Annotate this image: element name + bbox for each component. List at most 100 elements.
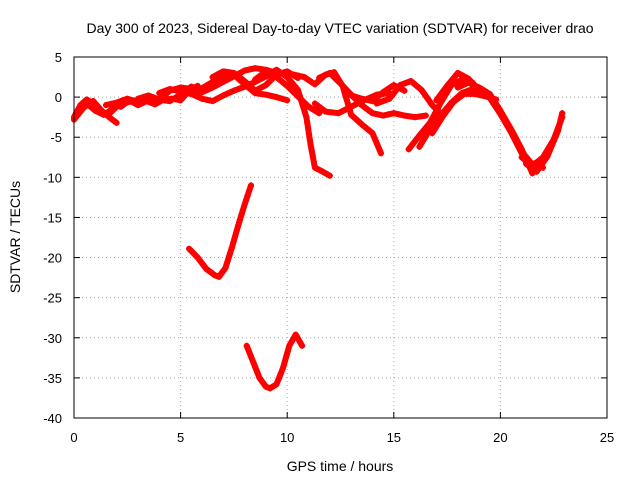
data-point-marker xyxy=(533,168,540,175)
data-point-marker xyxy=(122,100,129,107)
data-point-marker xyxy=(238,212,245,219)
data-point-marker xyxy=(373,140,380,147)
data-point-marker xyxy=(230,87,237,94)
data-point-marker xyxy=(262,91,269,98)
data-point-marker xyxy=(371,135,378,142)
data-point-marker xyxy=(289,88,296,95)
data-point-marker xyxy=(358,121,365,128)
data-point-marker xyxy=(204,82,211,89)
data-point-marker xyxy=(537,163,544,170)
data-point-marker xyxy=(386,95,393,102)
series-s3 xyxy=(73,98,120,126)
series-s24 xyxy=(522,110,566,175)
data-point-marker xyxy=(241,78,248,85)
data-point-marker xyxy=(432,109,439,116)
data-point-marker xyxy=(301,108,308,115)
data-point-marker xyxy=(401,87,408,94)
data-point-marker xyxy=(318,167,325,174)
data-point-marker xyxy=(435,104,442,111)
data-point-marker xyxy=(239,206,246,213)
data-point-marker xyxy=(250,358,257,365)
data-point-marker xyxy=(203,265,210,272)
data-point-marker xyxy=(172,87,179,94)
data-point-marker xyxy=(198,260,205,267)
data-point-marker xyxy=(451,74,458,81)
data-point-marker xyxy=(262,383,269,390)
data-point-marker xyxy=(257,84,264,91)
data-point-marker xyxy=(204,96,211,103)
data-point-marker xyxy=(460,82,467,89)
data-point-marker xyxy=(233,228,240,235)
data-point-marker xyxy=(268,92,275,99)
data-point-marker xyxy=(236,85,243,92)
data-point-marker xyxy=(299,103,306,110)
data-point-marker xyxy=(401,112,408,119)
y-tick-label: -30 xyxy=(43,331,62,346)
data-point-marker xyxy=(156,96,163,103)
data-point-marker xyxy=(493,103,500,110)
data-point-marker xyxy=(508,127,515,134)
data-point-marker xyxy=(418,86,425,93)
data-point-marker xyxy=(518,148,525,155)
data-point-marker xyxy=(436,118,443,125)
data-point-marker xyxy=(198,95,205,102)
data-point-marker xyxy=(358,95,365,102)
data-point-marker xyxy=(476,86,483,93)
series-s16 xyxy=(373,78,446,119)
data-point-marker xyxy=(275,375,282,382)
data-point-marker xyxy=(385,85,392,92)
data-point-marker xyxy=(443,108,450,115)
y-tick-label: -40 xyxy=(43,411,62,426)
data-point-marker xyxy=(150,94,157,101)
data-point-marker xyxy=(241,67,248,74)
data-point-marker xyxy=(326,172,333,179)
data-point-marker xyxy=(374,93,381,100)
data-point-marker xyxy=(219,269,226,276)
data-point-marker xyxy=(393,86,400,93)
data-point-marker xyxy=(421,135,428,142)
data-point-marker xyxy=(466,90,473,97)
data-point-marker xyxy=(528,164,535,171)
data-point-marker xyxy=(230,239,237,246)
data-point-marker xyxy=(257,90,264,97)
data-point-marker xyxy=(540,158,547,165)
data-point-marker xyxy=(81,103,88,110)
data-point-marker xyxy=(295,72,302,79)
data-point-marker xyxy=(252,65,259,72)
data-point-marker xyxy=(406,113,413,120)
data-point-marker xyxy=(278,78,285,85)
data-point-marker xyxy=(254,369,261,376)
data-point-marker xyxy=(490,97,497,104)
data-point-marker xyxy=(117,103,124,110)
data-point-marker xyxy=(235,222,242,229)
series-s11 xyxy=(262,66,333,179)
data-point-marker xyxy=(402,80,409,87)
data-point-marker xyxy=(194,254,201,261)
x-axis-label: GPS time / hours xyxy=(287,458,394,474)
data-point-marker xyxy=(214,71,221,78)
data-point-marker xyxy=(369,110,376,117)
data-point-marker xyxy=(380,98,387,105)
data-point-marker xyxy=(169,95,176,102)
data-point-marker xyxy=(209,74,216,81)
data-point-marker xyxy=(290,71,297,78)
data-point-marker xyxy=(77,106,84,113)
data-point-marker xyxy=(236,217,243,224)
data-point-marker xyxy=(140,94,147,101)
data-point-marker xyxy=(429,102,436,109)
data-point-marker xyxy=(289,337,296,344)
data-point-marker xyxy=(328,109,335,116)
data-point-marker xyxy=(380,89,387,96)
data-point-marker xyxy=(305,131,312,138)
data-point-marker xyxy=(310,106,317,113)
data-point-marker xyxy=(107,114,114,121)
data-point-marker xyxy=(225,69,232,76)
data-point-marker xyxy=(407,78,414,85)
data-point-marker xyxy=(369,98,376,105)
data-point-marker xyxy=(409,141,416,148)
data-point-marker xyxy=(109,107,116,114)
data-point-marker xyxy=(450,98,457,105)
data-point-marker xyxy=(209,84,216,91)
data-point-marker xyxy=(500,113,507,120)
